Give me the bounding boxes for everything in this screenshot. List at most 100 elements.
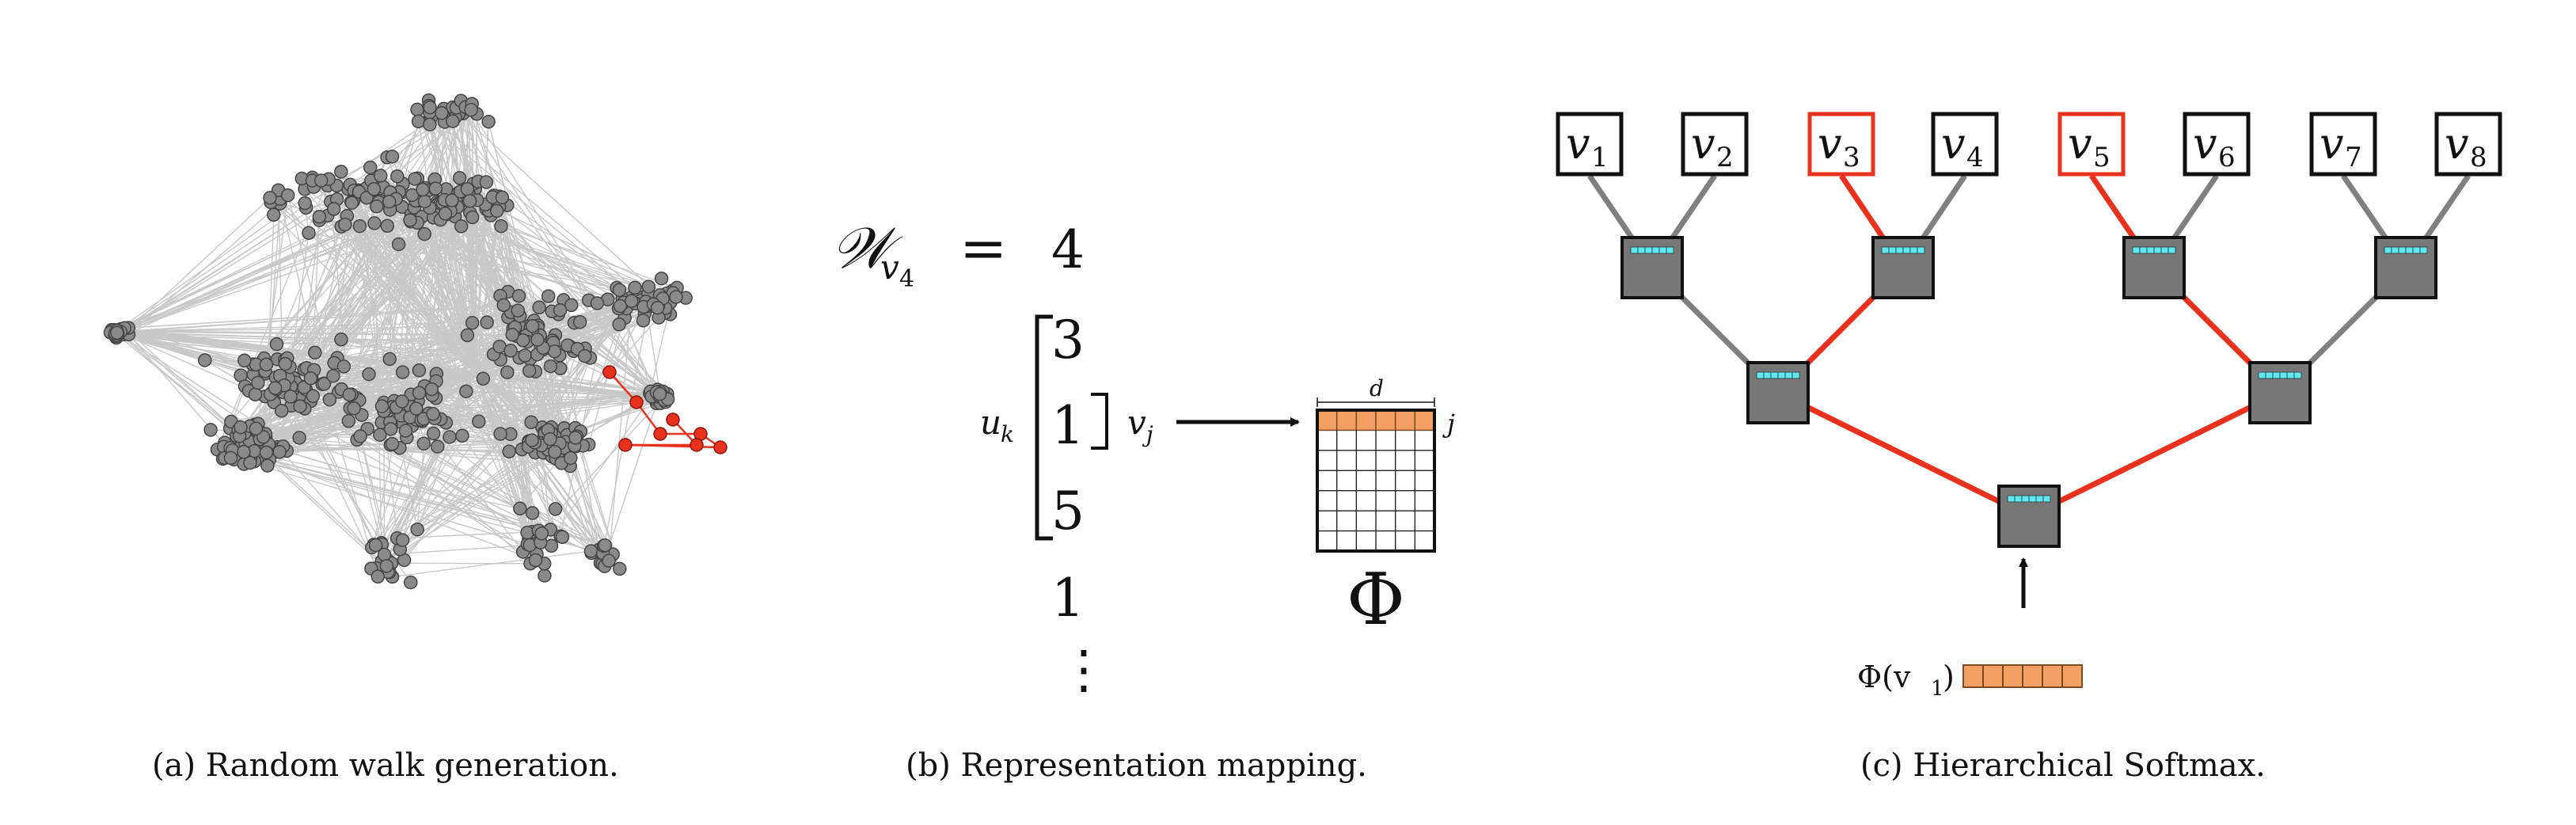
input-vector-cell — [1982, 664, 2004, 688]
graph-node — [543, 432, 557, 447]
graph-edge — [304, 188, 606, 561]
graph-node — [532, 300, 546, 315]
graph-edge — [308, 232, 648, 295]
graph-node — [259, 357, 274, 372]
graph-node — [352, 219, 367, 234]
leaf-node-sub: 8 — [2470, 142, 2487, 173]
leaf-node-box — [2057, 112, 2126, 177]
graph-node — [452, 171, 467, 185]
graph-edge — [435, 396, 652, 399]
tree-edge-on-path — [1776, 390, 2031, 519]
graph-node — [385, 436, 400, 451]
leaf-node-box — [2309, 112, 2377, 177]
graph-node — [598, 538, 612, 553]
leaf-node-label: v — [2445, 119, 2469, 169]
graph-node — [426, 426, 441, 441]
graph-node — [313, 173, 329, 188]
graph-node — [525, 506, 540, 520]
graph-node — [395, 394, 409, 409]
inner-node-vector-cell — [1658, 246, 1667, 254]
graph-edge — [243, 451, 520, 509]
tree-inner-nodes — [1620, 236, 2437, 548]
leaf-node-sub: 4 — [1966, 142, 1984, 173]
graph-node — [669, 290, 683, 304]
matrix-row-j-cell — [1335, 409, 1358, 432]
graph-node — [590, 296, 605, 310]
graph-node — [298, 196, 312, 211]
graph-edge — [116, 206, 378, 332]
graph-node — [503, 344, 518, 358]
graph-edge — [249, 222, 375, 463]
graph-node — [541, 289, 556, 303]
graph-node — [268, 381, 283, 395]
matrix-dim-label: d — [1370, 375, 1384, 401]
inner-node-vector-cell — [2419, 246, 2428, 254]
graph-node — [460, 328, 475, 343]
graph-node — [409, 401, 424, 416]
leaf-node-sub: 2 — [1716, 142, 1734, 173]
graph-edge — [468, 107, 659, 400]
inner-node — [1871, 236, 1935, 299]
graph-node — [493, 427, 507, 441]
graph-node — [417, 194, 432, 209]
graph-node — [628, 280, 642, 295]
graph-node — [548, 502, 563, 516]
graph-node — [564, 298, 579, 313]
graph-node — [259, 445, 274, 460]
graph-node — [428, 181, 443, 196]
inner-node-vector-cell — [2279, 371, 2288, 379]
graph-node — [374, 399, 389, 413]
graph-node — [362, 367, 376, 382]
leaf-node-label: v — [1818, 119, 1842, 169]
inner-node-vector-cell — [1777, 371, 1786, 379]
inner-node-vector-cell — [1770, 371, 1779, 379]
graph-edge — [267, 216, 473, 466]
inner-node — [2374, 236, 2437, 299]
graph-edge — [249, 462, 528, 545]
graph-node — [403, 213, 417, 227]
graph-node — [198, 353, 212, 367]
graph-node — [398, 424, 413, 438]
inner-node-vector-cell — [2014, 495, 2023, 503]
graph-node — [445, 193, 459, 207]
inner-node — [1997, 485, 2061, 548]
graph-edge — [359, 194, 398, 538]
graph-node — [110, 325, 124, 340]
inner-node-vector-cell — [2265, 371, 2274, 379]
graph-node — [513, 501, 527, 516]
inner-node-vector-cell — [1888, 246, 1897, 254]
inner-node-vector-cell — [2021, 495, 2030, 503]
walk-seq-1: 3 — [1051, 310, 1085, 371]
graph-node — [243, 455, 257, 470]
graph-edge — [424, 386, 541, 543]
graph-node — [260, 458, 275, 473]
graph-node — [283, 390, 298, 404]
graph-node — [411, 114, 426, 129]
tree-edges — [1587, 174, 2471, 519]
leaf-node-box — [1681, 112, 1749, 177]
graph-node — [423, 100, 437, 115]
graph-node — [612, 317, 626, 332]
graph-node — [390, 169, 405, 184]
graph-node — [460, 182, 475, 196]
graph-edge — [435, 108, 445, 382]
graph-edge — [474, 371, 592, 552]
graph-node — [249, 421, 264, 435]
graph-node — [524, 415, 538, 430]
walk-node — [618, 438, 633, 452]
graph-edge — [283, 100, 462, 386]
graph-node — [435, 105, 449, 120]
caption-b: (b) Representation mapping. — [906, 747, 1367, 784]
graph-edge — [116, 112, 443, 333]
inner-node-vector-cell — [1756, 371, 1765, 379]
graph-edge — [526, 397, 664, 545]
graph-node — [326, 202, 341, 216]
graph-edge — [120, 331, 517, 337]
graph-node — [481, 114, 496, 129]
embedding-matrix — [1316, 409, 1436, 553]
graph-edge — [116, 113, 459, 337]
graph-node — [652, 386, 667, 401]
graph-node — [530, 333, 545, 347]
